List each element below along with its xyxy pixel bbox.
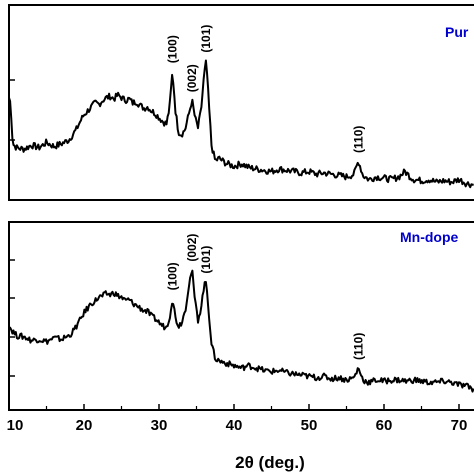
peak-label: (110) — [352, 333, 366, 360]
peak-label: (101) — [199, 25, 213, 53]
bottom-panel-series-line — [8, 269, 474, 393]
x-axis-ticks: 10 20 30 40 50 60 70 — [7, 404, 468, 434]
x-tick-label: 60 — [376, 417, 393, 434]
top-panel: (100) (002)(101) (110) Pur — [8, 4, 474, 201]
x-tick-label: 30 — [151, 417, 168, 434]
top-panel-peak-labels: (100) (002)(101) (110) — [166, 25, 366, 153]
peak-label: (100) — [166, 35, 180, 63]
peak-label: (100) — [166, 262, 180, 290]
bottom-panel: (100) (002) (101) (110) Mn-dope 10 20 30 40 50 6… — [7, 221, 474, 434]
top-panel-frame — [8, 4, 474, 201]
x-axis-label: 2θ (deg.) — [235, 453, 305, 472]
peak-label: (002) — [185, 64, 199, 92]
peak-label: (110) — [352, 126, 366, 153]
x-tick-label: 40 — [226, 417, 243, 434]
peak-label: (101) — [199, 246, 213, 274]
x-tick-label: 10 — [7, 417, 24, 434]
bottom-panel-sample-label: Mn-dope — [400, 229, 459, 245]
bottom-panel-peak-labels: (100) (002) (101) (110) — [166, 234, 366, 360]
bottom-panel-frame — [8, 221, 474, 411]
top-panel-sample-label: Pur — [445, 24, 469, 40]
peak-label: (002) — [185, 234, 199, 262]
x-tick-label: 20 — [76, 417, 93, 434]
top-panel-series-line — [8, 59, 474, 189]
x-tick-label: 50 — [301, 417, 318, 434]
x-tick-label: 70 — [451, 417, 468, 434]
